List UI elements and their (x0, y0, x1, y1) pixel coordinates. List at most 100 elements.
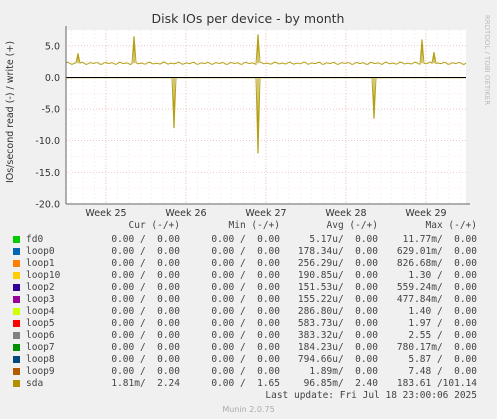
x-tick-label: Week 27 (245, 208, 286, 219)
legend-avg: 383.32u/ 0.00 (297, 330, 378, 341)
legend-avg: 96.85m/ 2.40 (303, 378, 378, 389)
last-update: Last update: Fri Jul 18 23:00:06 2025 (265, 390, 477, 401)
y-tick-label: -5.0 (41, 105, 60, 116)
legend-name: sda (26, 378, 44, 389)
legend-swatch (13, 308, 20, 315)
legend-cur: 0.00 / 0.00 (111, 270, 180, 281)
legend-cur: 0.00 / 0.00 (111, 354, 180, 365)
legend-max: 1.40 / 0.00 (408, 306, 477, 317)
legend-cur: 0.00 / 0.00 (111, 342, 180, 353)
legend-row: loop8 0.00 / 0.00 0.00 / 0.00 794.66u/ 0.00… (0, 354, 497, 366)
legend-name: loop4 (26, 306, 55, 317)
legend-min: 0.00 / 0.00 (211, 366, 280, 377)
chart-title: Disk IOs per device - by month (152, 11, 345, 26)
legend-min: 0.00 / 0.00 (211, 306, 280, 317)
legend-row: sda 1.81m/ 2.24 0.00 / 1.65 96.85m/ 2.40 183… (0, 378, 497, 390)
legend-row: loop7 0.00 / 0.00 0.00 / 0.00 184.23u/ 0.00… (0, 342, 497, 354)
legend-row: loop9 0.00 / 0.00 0.00 / 0.00 1.89m/ 0.00 7.… (0, 366, 497, 378)
legend-header: Cur (-/+) Min (-/+) Avg (-/+) Max (-/+) (0, 220, 497, 232)
legend-min: 0.00 / 0.00 (211, 270, 280, 281)
legend-cur: 0.00 / 0.00 (111, 234, 180, 245)
legend-min: 0.00 / 0.00 (211, 318, 280, 329)
legend-max: 629.01m/ 0.00 (396, 246, 477, 257)
legend-avg: 583.73u/ 0.00 (297, 318, 378, 329)
legend-name: loop3 (26, 294, 55, 305)
header-avg: Avg (-/+) (326, 220, 378, 231)
x-tick-label: Week 29 (405, 208, 446, 219)
header-max: Max (-/+) (425, 220, 477, 231)
legend-swatch (13, 284, 20, 291)
legend-avg: 5.17u/ 0.00 (309, 234, 378, 245)
legend-min: 0.00 / 0.00 (211, 246, 280, 257)
legend-cur: 0.00 / 0.00 (111, 246, 180, 257)
legend-max: 477.84m/ 0.00 (396, 294, 477, 305)
legend-cur: 0.00 / 0.00 (111, 330, 180, 341)
legend-swatch (13, 296, 20, 303)
legend-name: loop9 (26, 366, 55, 377)
grid (66, 30, 466, 205)
legend-cur: 0.00 / 0.00 (111, 294, 180, 305)
y-tick-label: -10.0 (35, 136, 60, 147)
y-tick-label: 5.0 (45, 41, 60, 52)
legend-max: 780.17m/ 0.00 (396, 342, 477, 353)
legend-cur: 0.00 / 0.00 (111, 258, 180, 269)
legend-avg: 155.22u/ 0.00 (297, 294, 378, 305)
y-axis-label: IOs/second read (-) / write (+) (5, 41, 16, 183)
y-ticks: 5.0 0.0 -5.0 -10.0 -15.0 -20.0 (35, 41, 60, 210)
legend-swatch (13, 260, 20, 267)
legend-swatch (13, 320, 20, 327)
header-min: Min (-/+) (228, 220, 280, 231)
x-tick-label: Week 26 (165, 208, 206, 219)
x-tick-label: Week 25 (85, 208, 126, 219)
legend-cur: 0.00 / 0.00 (111, 318, 180, 329)
legend-name: fd0 (26, 234, 44, 245)
legend-min: 0.00 / 0.00 (211, 342, 280, 353)
legend-row: loop5 0.00 / 0.00 0.00 / 0.00 583.73u/ 0.00… (0, 318, 497, 330)
legend-swatch (13, 248, 20, 255)
legend-avg: 794.66u/ 0.00 (297, 354, 378, 365)
header-cur: Cur (-/+) (128, 220, 180, 231)
y-tick-label: -15.0 (35, 168, 60, 179)
legend-cur: 0.00 / 0.00 (111, 306, 180, 317)
legend-row: loop4 0.00 / 0.00 0.00 / 0.00 286.80u/ 0.00… (0, 306, 497, 318)
legend-name: loop2 (26, 282, 55, 293)
legend-min: 0.00 / 0.00 (211, 354, 280, 365)
legend-swatch (13, 344, 20, 351)
legend-min: 0.00 / 1.65 (211, 378, 280, 389)
legend-max: 826.68m/ 0.00 (396, 258, 477, 269)
legend-max: 559.24m/ 0.00 (396, 282, 477, 293)
legend-row: fd0 0.00 / 0.00 0.00 / 0.00 5.17u/ 0.00 11.7… (0, 234, 497, 246)
legend-swatch (13, 236, 20, 243)
legend-row: loop2 0.00 / 0.00 0.00 / 0.00 151.53u/ 0.00… (0, 282, 497, 294)
legend-max: 2.55 / 0.00 (408, 330, 477, 341)
legend-row: loop10 0.00 / 0.00 0.00 / 0.00 190.85u/ 0.0… (0, 270, 497, 282)
legend-max: 5.87 / 0.00 (408, 354, 477, 365)
y-tick-label: -20.0 (35, 200, 60, 211)
legend-name: loop8 (26, 354, 55, 365)
legend-avg: 178.34u/ 0.00 (297, 246, 378, 257)
legend-min: 0.00 / 0.00 (211, 330, 280, 341)
legend-min: 0.00 / 0.00 (211, 282, 280, 293)
legend-cur: 1.81m/ 2.24 (111, 378, 180, 389)
legend-name: loop6 (26, 330, 55, 341)
legend-swatch (13, 356, 20, 363)
legend-avg: 151.53u/ 0.00 (297, 282, 378, 293)
legend-avg: 1.89m/ 0.00 (309, 366, 378, 377)
legend-cur: 0.00 / 0.00 (111, 366, 180, 377)
legend-cur: 0.00 / 0.00 (111, 282, 180, 293)
legend-min: 0.00 / 0.00 (211, 234, 280, 245)
legend-swatch (13, 332, 20, 339)
legend-avg: 190.85u/ 0.00 (297, 270, 378, 281)
legend-max: 7.48 / 0.00 (408, 366, 477, 377)
legend-avg: 286.80u/ 0.00 (297, 306, 378, 317)
legend-row: loop0 0.00 / 0.00 0.00 / 0.00 178.34u/ 0.00… (0, 246, 497, 258)
legend-avg: 256.29u/ 0.00 (297, 258, 378, 269)
legend-row: loop3 0.00 / 0.00 0.00 / 0.00 155.22u/ 0.00… (0, 294, 497, 306)
x-tick-label: Week 28 (325, 208, 366, 219)
legend-max: 11.77m/ 0.00 (402, 234, 477, 245)
legend-max: 1.30 / 0.00 (408, 270, 477, 281)
legend-min: 0.00 / 0.00 (211, 294, 280, 305)
y-tick-label: 0.0 (45, 73, 60, 84)
x-ticks: Week 25 Week 26 Week 27 Week 28 Week 29 (85, 208, 446, 219)
